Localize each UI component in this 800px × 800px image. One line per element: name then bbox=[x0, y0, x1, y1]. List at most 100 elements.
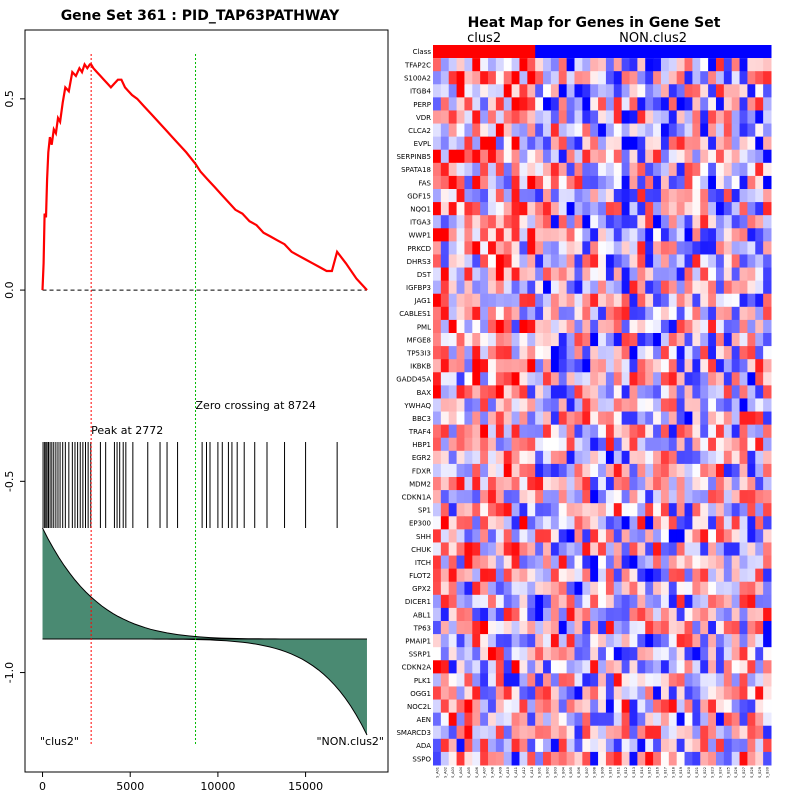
heatmap-cell bbox=[598, 594, 607, 609]
heatmap-cell bbox=[731, 463, 741, 478]
heatmap-cell bbox=[676, 686, 686, 701]
heatmap-cell bbox=[692, 202, 701, 216]
heatmap-cell bbox=[574, 450, 583, 465]
heatmap-cell bbox=[558, 634, 568, 648]
heatmap-cell bbox=[495, 202, 505, 216]
heatmap-cell bbox=[495, 634, 505, 648]
heatmap-cell bbox=[731, 621, 741, 635]
sample-label: S_A04 bbox=[459, 766, 463, 778]
heatmap-cell bbox=[448, 516, 458, 530]
heatmap-cell bbox=[558, 306, 568, 321]
heatmap-cell bbox=[590, 175, 599, 190]
heatmap-cell bbox=[723, 241, 733, 255]
heatmap-cell bbox=[527, 306, 536, 321]
heatmap-cell bbox=[495, 516, 505, 530]
heatmap-cell bbox=[692, 319, 701, 334]
heatmap-cell bbox=[480, 84, 489, 98]
heatmap-cell bbox=[448, 136, 458, 151]
heatmap-cell bbox=[645, 751, 654, 766]
heatmap-cell bbox=[684, 228, 693, 242]
heatmap-cell bbox=[598, 110, 607, 125]
heatmap-cell bbox=[503, 333, 513, 347]
heatmap-cell bbox=[433, 568, 442, 583]
heatmap-cell bbox=[535, 84, 544, 98]
heatmap-cell bbox=[645, 241, 654, 255]
heatmap-cell bbox=[715, 660, 725, 674]
heatmap-cell bbox=[480, 477, 489, 491]
heatmap-cell bbox=[440, 306, 450, 321]
heatmap-cell bbox=[440, 123, 450, 138]
gene-label: MDM2 bbox=[409, 480, 431, 488]
heatmap-cell bbox=[637, 306, 646, 321]
heatmap-cell bbox=[755, 686, 764, 701]
heatmap-cell bbox=[527, 149, 536, 164]
heatmap-cell bbox=[692, 398, 701, 413]
heatmap-cell bbox=[755, 463, 764, 478]
heatmap-cell bbox=[503, 542, 513, 557]
heatmap-cell bbox=[668, 110, 678, 125]
heatmap-cell bbox=[456, 490, 465, 504]
heatmap-cell bbox=[550, 359, 560, 373]
gene-label: FAS bbox=[418, 179, 431, 187]
heatmap-cell bbox=[708, 594, 717, 609]
heatmap-cell bbox=[433, 607, 442, 622]
sample-label: S_B05 bbox=[569, 767, 573, 778]
heatmap-cell bbox=[558, 621, 568, 635]
heatmap-cell bbox=[488, 97, 497, 111]
heatmap-cell bbox=[464, 189, 473, 203]
heatmap-cell bbox=[700, 607, 709, 622]
heatmap-cell bbox=[747, 450, 756, 465]
heatmap-cell bbox=[747, 254, 756, 269]
heatmap-cell bbox=[645, 686, 654, 701]
heatmap-cell bbox=[433, 529, 442, 543]
heatmap-cell bbox=[763, 162, 772, 177]
heatmap-cell bbox=[590, 424, 599, 439]
heatmap-cell bbox=[605, 215, 615, 229]
heatmap-cell bbox=[715, 450, 725, 465]
heatmap-cell bbox=[535, 398, 544, 413]
heatmap-cell bbox=[440, 581, 450, 596]
heatmap-cell bbox=[676, 97, 686, 111]
heatmap-cell bbox=[440, 490, 450, 504]
heatmap-cell bbox=[653, 477, 662, 491]
heatmap-cell bbox=[715, 280, 725, 295]
heatmap-cell bbox=[511, 359, 520, 373]
heatmap-cell bbox=[684, 699, 693, 714]
heatmap-cell bbox=[629, 333, 638, 347]
class-bar-cell bbox=[684, 45, 693, 59]
heatmap-cell bbox=[495, 647, 505, 661]
heatmap-cell bbox=[708, 490, 717, 504]
heatmap-cell bbox=[456, 516, 465, 530]
heatmap-cell bbox=[645, 660, 654, 674]
heatmap-cell bbox=[731, 581, 741, 596]
heatmap-cell bbox=[605, 660, 615, 674]
heatmap-cell bbox=[582, 359, 591, 373]
class-group-label: NON.clus2 bbox=[619, 31, 687, 46]
heatmap-cell bbox=[605, 267, 615, 282]
ranked-metric-area bbox=[42, 528, 367, 735]
heatmap-cell bbox=[503, 647, 513, 661]
heatmap-cell bbox=[590, 71, 599, 85]
heatmap-cell bbox=[519, 686, 528, 701]
heatmap-cell bbox=[755, 306, 764, 321]
heatmap-cell bbox=[472, 162, 481, 177]
heatmap-cell bbox=[511, 503, 520, 517]
heatmap-cell bbox=[448, 280, 458, 295]
heatmap-cell bbox=[692, 293, 701, 308]
heatmap-cell bbox=[433, 738, 442, 753]
heatmap-cell bbox=[692, 751, 701, 766]
heatmap-cell bbox=[448, 385, 458, 399]
heatmap-cell bbox=[755, 175, 764, 190]
heatmap-cell bbox=[684, 647, 693, 661]
gene-label: CLCA2 bbox=[408, 127, 431, 135]
heatmap-cell bbox=[715, 738, 725, 753]
heatmap-cell bbox=[464, 725, 473, 740]
heatmap-cell bbox=[676, 437, 686, 452]
heatmap-cell bbox=[488, 175, 497, 190]
heatmap-cell bbox=[543, 254, 552, 269]
gene-label: GPX2 bbox=[412, 585, 431, 593]
heatmap-cell bbox=[440, 162, 450, 177]
heatmap-cell bbox=[613, 385, 623, 399]
heatmap-cell bbox=[503, 490, 513, 504]
heatmap-cell bbox=[692, 346, 701, 360]
